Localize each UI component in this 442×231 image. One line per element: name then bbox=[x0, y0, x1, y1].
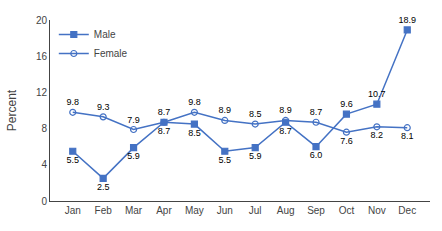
svg-text:Aug: Aug bbox=[277, 205, 295, 216]
svg-text:Jul: Jul bbox=[249, 205, 262, 216]
svg-text:2.5: 2.5 bbox=[97, 182, 110, 192]
svg-text:12: 12 bbox=[36, 87, 48, 98]
svg-text:8.9: 8.9 bbox=[219, 105, 232, 115]
svg-text:Feb: Feb bbox=[95, 205, 113, 216]
svg-text:May: May bbox=[185, 205, 204, 216]
svg-text:Oct: Oct bbox=[339, 205, 355, 216]
svg-text:Nov: Nov bbox=[368, 205, 386, 216]
svg-text:8.1: 8.1 bbox=[401, 131, 414, 141]
svg-text:7.9: 7.9 bbox=[127, 115, 140, 125]
svg-text:4: 4 bbox=[41, 159, 47, 170]
svg-text:16: 16 bbox=[36, 51, 48, 62]
svg-text:8.7: 8.7 bbox=[158, 107, 171, 117]
svg-text:8.7: 8.7 bbox=[310, 107, 323, 117]
svg-text:5.5: 5.5 bbox=[219, 155, 232, 165]
svg-text:9.8: 9.8 bbox=[188, 97, 201, 107]
svg-text:8.5: 8.5 bbox=[249, 109, 262, 119]
svg-text:8.9: 8.9 bbox=[279, 105, 292, 115]
svg-text:8.2: 8.2 bbox=[371, 130, 384, 140]
svg-text:5.9: 5.9 bbox=[249, 151, 262, 161]
svg-text:Female: Female bbox=[94, 48, 128, 59]
svg-text:9.8: 9.8 bbox=[66, 97, 79, 107]
svg-text:8.7: 8.7 bbox=[279, 126, 292, 136]
svg-text:5.9: 5.9 bbox=[127, 151, 140, 161]
svg-text:5.5: 5.5 bbox=[66, 155, 79, 165]
svg-text:Apr: Apr bbox=[156, 205, 172, 216]
svg-text:7.6: 7.6 bbox=[340, 136, 353, 146]
svg-text:Mar: Mar bbox=[125, 205, 143, 216]
svg-text:8: 8 bbox=[41, 123, 47, 134]
svg-text:Jun: Jun bbox=[217, 205, 233, 216]
svg-text:18.9: 18.9 bbox=[398, 15, 416, 25]
svg-text:Percent: Percent bbox=[5, 89, 19, 131]
svg-text:Male: Male bbox=[94, 29, 116, 40]
svg-text:Jan: Jan bbox=[65, 205, 81, 216]
svg-text:6.0: 6.0 bbox=[310, 150, 323, 160]
svg-text:10.7: 10.7 bbox=[368, 89, 386, 99]
svg-text:8.7: 8.7 bbox=[158, 126, 171, 136]
svg-text:0: 0 bbox=[41, 196, 47, 207]
svg-text:9.6: 9.6 bbox=[340, 99, 353, 109]
svg-text:8.5: 8.5 bbox=[188, 128, 201, 138]
svg-text:9.3: 9.3 bbox=[97, 102, 110, 112]
svg-text:Sep: Sep bbox=[307, 205, 325, 216]
svg-text:Dec: Dec bbox=[398, 205, 416, 216]
svg-text:20: 20 bbox=[36, 15, 48, 26]
